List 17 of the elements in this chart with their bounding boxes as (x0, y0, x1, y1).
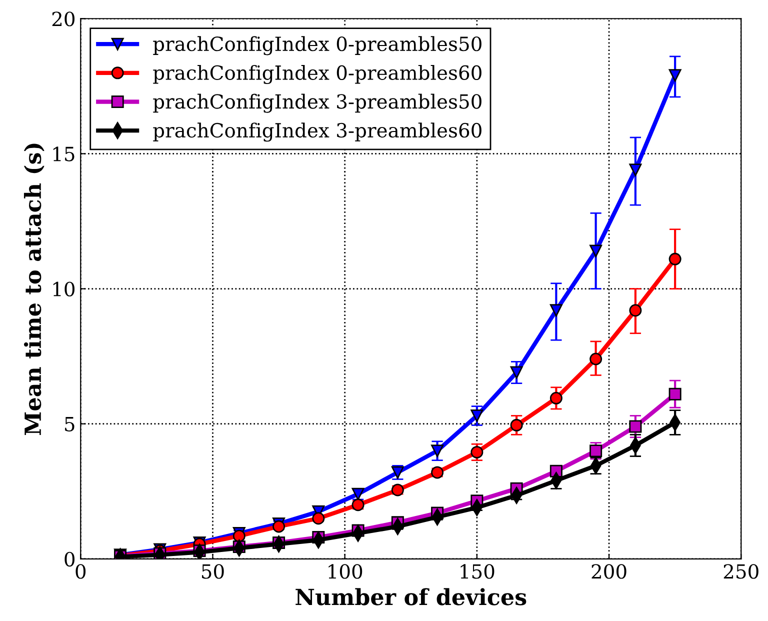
x-tick-label: 50 (202, 564, 224, 579)
y-axis-title: Mean time to attach (s) (24, 144, 44, 435)
y-tick-label: 5 (65, 417, 74, 432)
legend-label: prachConfigIndex 3-preambles60 (153, 122, 482, 142)
legend-label: prachConfigIndex 0-preambles60 (153, 64, 482, 84)
y-tick-label: 10 (53, 282, 74, 296)
y-tick-label: 15 (53, 146, 74, 162)
x-tick-label: 250 (724, 564, 758, 579)
x-tick-label: 100 (328, 564, 362, 579)
y-tick-label: 20 (52, 12, 74, 26)
x-tick-label: 200 (592, 564, 626, 579)
x-tick-label: 0 (76, 564, 86, 579)
legend-label: prachConfigIndex 0-preambles50 (153, 36, 482, 56)
x-tick-label: 150 (460, 564, 494, 579)
legend-label: prachConfigIndex 3-preambles50 (153, 94, 482, 113)
y-tick-label: 0 (64, 552, 74, 567)
x-axis-title: Number of devices (296, 588, 526, 606)
